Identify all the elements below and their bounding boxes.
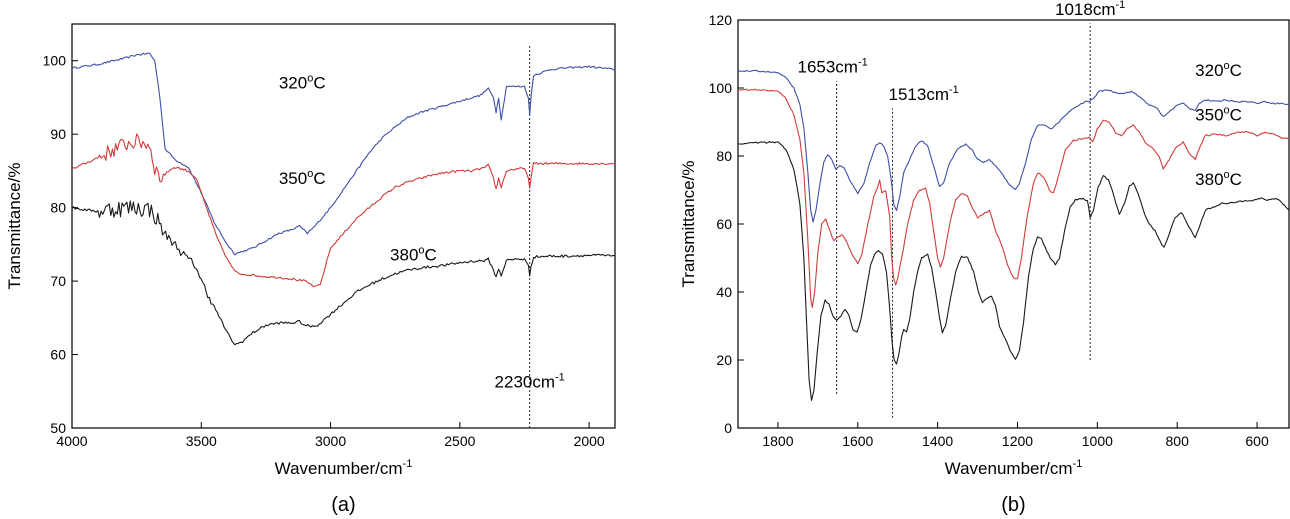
x-axis-title: Wavenumber/cm-1 <box>275 458 413 478</box>
y-tick-label: 80 <box>716 148 732 164</box>
y-tick-label: 100 <box>43 53 67 69</box>
y-tick-label: 80 <box>50 200 66 216</box>
temp-unit: C <box>425 246 437 265</box>
series-line-380 <box>737 141 1290 401</box>
y-tick-label: 60 <box>716 216 732 232</box>
x-tick-label: 800 <box>1166 433 1190 449</box>
y-tick-label: 90 <box>50 126 66 142</box>
series-line-380 <box>71 200 616 346</box>
x-axis-title: Wavenumber/cm-1 <box>945 458 1083 478</box>
annotation-label: 1653cm-1 <box>797 57 867 77</box>
x-tick-label: 1600 <box>842 433 873 449</box>
text-main: Wavenumber/cm <box>275 459 403 478</box>
x-tick-label: 1800 <box>762 433 793 449</box>
superscript: -1 <box>1116 0 1126 11</box>
panel-label: (a) <box>331 494 355 516</box>
series-label-320: 320oC <box>1195 60 1242 80</box>
text-main: 1653cm <box>797 58 857 77</box>
chart-panel-a: 4000 3500 3000 2500 2000 50 60 70 80 90 100 Wavenum… <box>5 23 616 516</box>
annotation-label: 1018cm-1 <box>1055 0 1125 19</box>
y-tick-label: 120 <box>709 12 733 28</box>
series-line-350 <box>737 88 1290 309</box>
chart-panel-b: 1800 1600 1400 1200 1000 800 600 0 20 40 60 80 100 12… <box>679 0 1290 516</box>
temp-value: 350 <box>1195 105 1223 124</box>
plot-frame <box>737 19 1290 429</box>
x-tick-label: 1400 <box>922 433 953 449</box>
y-tick-label: 40 <box>716 284 732 300</box>
temp-unit: C <box>1230 61 1242 80</box>
series-label-320: 320oC <box>279 73 326 93</box>
degree-mark: o <box>307 73 313 85</box>
y-tick-label: 100 <box>709 80 733 96</box>
annotation-label: 1513cm-1 <box>889 84 959 104</box>
series-line-350 <box>71 133 616 288</box>
series-label-350: 350oC <box>1195 104 1242 124</box>
y-axis-title: Transmittance/% <box>679 161 698 288</box>
y-tick-label: 50 <box>50 420 66 436</box>
degree-mark: o <box>1224 60 1230 72</box>
y-tick-label: 60 <box>50 347 66 363</box>
temp-value: 380 <box>1195 170 1223 189</box>
panel-label: (b) <box>1001 494 1025 516</box>
text-main: 2230cm <box>495 373 555 392</box>
degree-mark: o <box>307 168 313 180</box>
series-line-320 <box>71 52 616 256</box>
y-axis-title: Transmittance/% <box>5 163 24 290</box>
temp-unit: C <box>313 74 325 93</box>
x-tick-label: 2000 <box>574 433 605 449</box>
temp-unit: C <box>1230 105 1242 124</box>
x-tick-label: 3500 <box>186 433 217 449</box>
superscript: -1 <box>555 372 565 384</box>
temp-value: 320 <box>279 74 307 93</box>
x-tick-label: 1200 <box>1002 433 1033 449</box>
temp-unit: C <box>1230 170 1242 189</box>
superscript: -1 <box>949 84 959 96</box>
y-tick-label: 0 <box>724 420 732 436</box>
x-tick-label: 1000 <box>1082 433 1113 449</box>
degree-mark: o <box>1224 104 1230 116</box>
superscript: -1 <box>858 57 868 69</box>
degree-mark: o <box>1224 169 1230 181</box>
y-tick-label: 70 <box>50 273 66 289</box>
series-label-350: 350oC <box>279 168 326 188</box>
temp-value: 380 <box>390 246 418 265</box>
text-main: Wavenumber/cm <box>945 459 1073 478</box>
x-tick-label: 600 <box>1245 433 1269 449</box>
superscript: -1 <box>1073 458 1083 470</box>
x-tick-label: 2500 <box>444 433 475 449</box>
annotation-label: 2230cm-1 <box>495 372 565 392</box>
text-main: 1513cm <box>889 85 949 104</box>
x-tick-label: 3000 <box>315 433 346 449</box>
series-label-380: 380oC <box>390 245 437 265</box>
temp-value: 320 <box>1195 61 1223 80</box>
y-tick-label: 20 <box>716 352 732 368</box>
degree-mark: o <box>418 245 424 257</box>
temp-value: 350 <box>279 169 307 188</box>
series-line-320 <box>737 69 1290 223</box>
superscript: -1 <box>403 458 413 470</box>
x-tick-label: 4000 <box>56 433 87 449</box>
plot-frame <box>71 23 616 429</box>
text-main: 1018cm <box>1055 0 1115 19</box>
temp-unit: C <box>313 169 325 188</box>
series-label-380: 380oC <box>1195 169 1242 189</box>
